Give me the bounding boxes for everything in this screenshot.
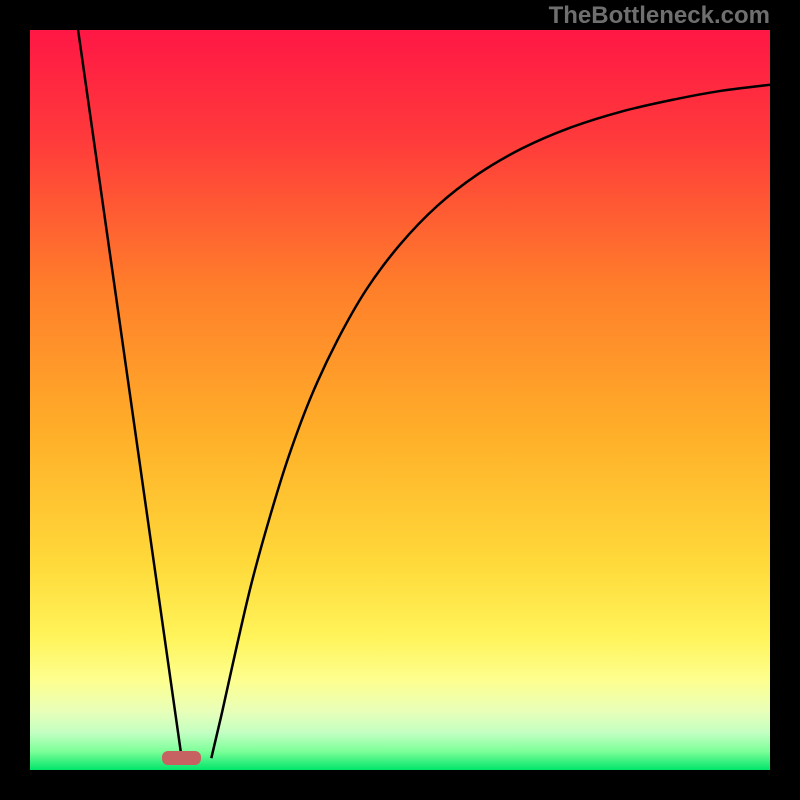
watermark-text: TheBottleneck.com — [549, 2, 770, 30]
bottleneck-marker — [162, 751, 200, 765]
curve-left-branch — [78, 30, 182, 758]
curve-right-branch — [211, 85, 770, 758]
curve-layer — [30, 30, 770, 770]
bottleneck-chart: TheBottleneck.com — [0, 0, 800, 800]
plot-area — [30, 30, 770, 770]
